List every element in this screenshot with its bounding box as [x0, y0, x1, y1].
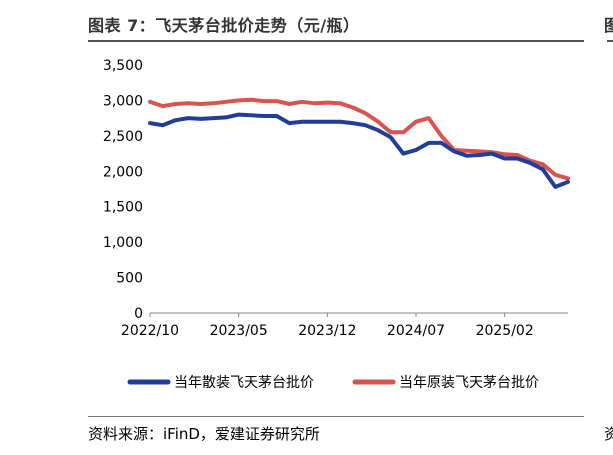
x-tick-label: 2022/10	[121, 323, 179, 339]
chart-title: 图表 7：飞天茅台批价走势（元/瓶）	[88, 16, 360, 35]
source-note: 资料来源：iFinD，爱建证券研究所	[88, 425, 320, 443]
legend-label-bulk: 当年散装飞天茅台批价	[174, 375, 314, 391]
y-tick-label: 500	[116, 271, 143, 287]
x-axis-tick-labels: 2022/10 2023/05 2023/12 2024/07 2025/02	[121, 313, 534, 339]
y-tick-label: 2,000	[103, 164, 143, 180]
adjacent-panel-title-fragment: 图	[604, 16, 613, 35]
x-tick-label: 2024/07	[387, 323, 445, 339]
y-tick-label: 3,000	[103, 93, 143, 109]
y-tick-label: 0	[134, 306, 143, 322]
x-tick-label: 2025/02	[476, 323, 534, 339]
y-tick-label: 1,500	[103, 200, 143, 216]
source-divider	[88, 416, 584, 417]
adjacent-panel-source-fragment: 资	[604, 425, 613, 443]
x-tick-label: 2023/05	[210, 323, 268, 339]
title-divider	[88, 40, 584, 42]
series-lines	[148, 97, 570, 189]
y-axis-tick-labels: 0 500 1,000 1,500 2,000 2,500 3,000 3,500	[103, 58, 143, 322]
series-line-original	[148, 97, 570, 181]
legend: 当年散装飞天茅台批价 当年原装飞天茅台批价	[127, 375, 539, 391]
y-tick-label: 2,500	[103, 129, 143, 145]
y-tick-label: 1,000	[103, 235, 143, 251]
y-tick-label: 3,500	[103, 58, 143, 74]
series-line-bulk	[148, 112, 570, 189]
x-tick-label: 2023/12	[298, 323, 356, 339]
legend-label-original: 当年原装飞天茅台批价	[399, 375, 539, 391]
adjacent-panel-divider	[607, 40, 613, 42]
